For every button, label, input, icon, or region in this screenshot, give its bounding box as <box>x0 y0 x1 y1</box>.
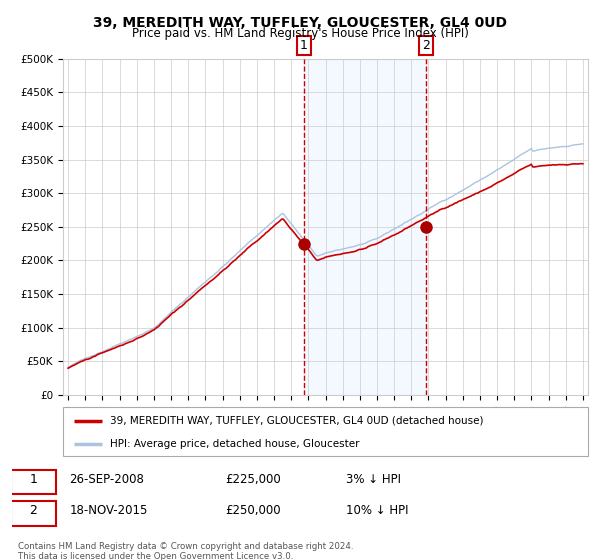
Text: 39, MEREDITH WAY, TUFFLEY, GLOUCESTER, GL4 0UD: 39, MEREDITH WAY, TUFFLEY, GLOUCESTER, G… <box>93 16 507 30</box>
Text: 26-SEP-2008: 26-SEP-2008 <box>70 473 145 486</box>
Text: £225,000: £225,000 <box>225 473 281 486</box>
FancyBboxPatch shape <box>63 407 588 456</box>
Text: 1: 1 <box>300 39 308 52</box>
Text: Contains HM Land Registry data © Crown copyright and database right 2024.
This d: Contains HM Land Registry data © Crown c… <box>18 542 353 560</box>
Text: Price paid vs. HM Land Registry's House Price Index (HPI): Price paid vs. HM Land Registry's House … <box>131 27 469 40</box>
Text: 2: 2 <box>422 39 430 52</box>
Bar <box>304 59 427 395</box>
Text: 1: 1 <box>29 473 37 486</box>
Text: 18-NOV-2015: 18-NOV-2015 <box>70 504 148 517</box>
Text: 39, MEREDITH WAY, TUFFLEY, GLOUCESTER, GL4 0UD (detached house): 39, MEREDITH WAY, TUFFLEY, GLOUCESTER, G… <box>110 416 484 426</box>
Text: 10% ↓ HPI: 10% ↓ HPI <box>346 504 409 517</box>
Text: 2: 2 <box>29 504 37 517</box>
Text: 3% ↓ HPI: 3% ↓ HPI <box>346 473 401 486</box>
Text: £250,000: £250,000 <box>225 504 281 517</box>
FancyBboxPatch shape <box>11 501 56 526</box>
FancyBboxPatch shape <box>11 470 56 494</box>
Text: HPI: Average price, detached house, Gloucester: HPI: Average price, detached house, Glou… <box>110 439 360 449</box>
